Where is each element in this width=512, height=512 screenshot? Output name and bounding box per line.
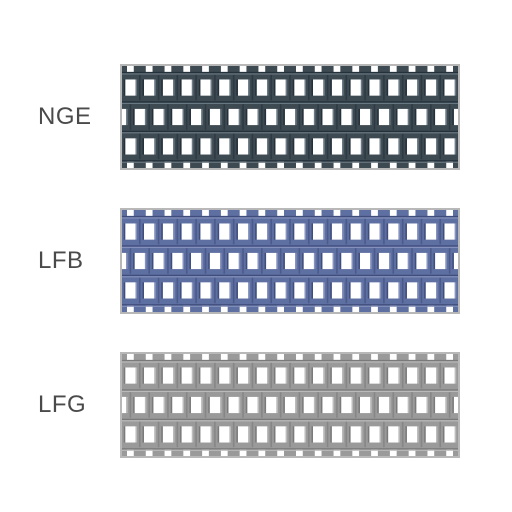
swatch-pattern (120, 64, 460, 170)
swatch-pattern (120, 352, 460, 458)
swatch-row: LFG (0, 340, 512, 470)
swatch-row: NGE (0, 52, 512, 182)
swatch-label: NGE (38, 103, 108, 131)
swatch-pattern (120, 208, 460, 314)
swatch-row: LFB (0, 196, 512, 326)
swatch-label: LFG (38, 391, 108, 419)
swatch-label: LFB (38, 247, 108, 275)
